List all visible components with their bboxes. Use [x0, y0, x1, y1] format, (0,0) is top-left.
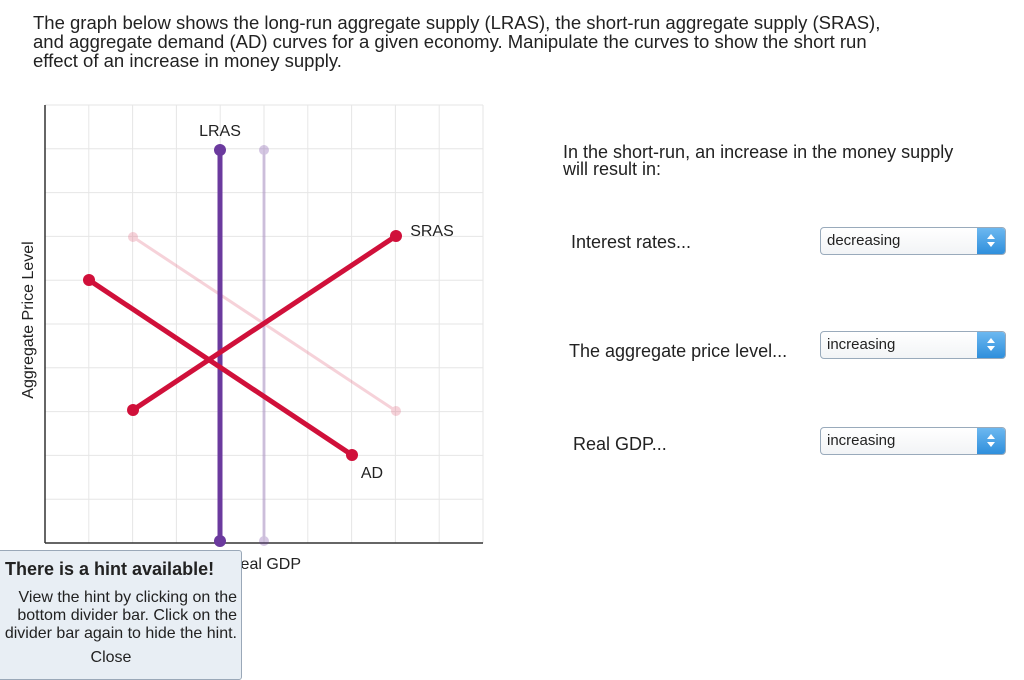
graph: LRAS SRAS AD Aggregate Price Level Real …: [20, 104, 484, 573]
lras-handle[interactable]: [214, 144, 226, 156]
x-axis-label: Real GDP: [229, 556, 301, 573]
question-prompt: In the short-run, an increase in the mon…: [563, 142, 954, 179]
ad-handle[interactable]: [346, 449, 358, 461]
hint-line: View the hint by clicking on the: [18, 589, 238, 606]
ad-handle[interactable]: [83, 274, 95, 286]
lras-label: LRAS: [199, 123, 241, 140]
prompt-line: will result in:: [563, 159, 662, 179]
sras-handle[interactable]: [127, 404, 139, 416]
hint-popup: There is a hint available! View the hint…: [0, 550, 242, 680]
page: The graph below shows the long-run aggre…: [0, 13, 1006, 680]
answer-select[interactable]: increasing: [820, 331, 1006, 359]
close-button[interactable]: Close: [90, 649, 132, 666]
hint-line: bottom divider bar. Click on the: [17, 607, 237, 624]
instruction-line: The graph below shows the long-run aggre…: [33, 12, 881, 33]
question-label: Interest rates...: [571, 232, 692, 252]
ad-curve[interactable]: [87, 277, 354, 458]
select-value: decreasing: [827, 232, 901, 249]
hint-title: There is a hint available!: [5, 559, 215, 579]
answer-select[interactable]: decreasing: [820, 227, 1006, 255]
instruction-line: effect of an increase in money supply.: [33, 50, 342, 71]
sras-label: SRAS: [410, 223, 454, 240]
hint-line: divider bar again to hide the hint.: [4, 625, 237, 642]
select-arrow[interactable]: [977, 428, 1005, 454]
answer-select[interactable]: increasing: [820, 427, 1006, 455]
select-arrow[interactable]: [977, 228, 1005, 254]
question-label: The aggregate price level...: [569, 341, 788, 361]
question-label: Real GDP...: [573, 434, 667, 454]
instructions: The graph below shows the long-run aggre…: [33, 13, 880, 70]
lras-handle[interactable]: [214, 535, 226, 547]
select-arrow[interactable]: [977, 332, 1005, 358]
ad-label: AD: [361, 465, 383, 482]
y-axis-label: Aggregate Price Level: [20, 241, 37, 398]
instruction-line: and aggregate demand (AD) curves for a g…: [33, 31, 867, 52]
prompt-line: In the short-run, an increase in the mon…: [563, 142, 954, 162]
original-curves: [128, 145, 401, 546]
hint-body: View the hint by clicking on the bottom …: [0, 589, 237, 643]
select-value: increasing: [827, 432, 896, 449]
select-value: increasing: [827, 336, 896, 353]
sras-curve[interactable]: [131, 233, 398, 413]
sras-handle[interactable]: [390, 230, 402, 242]
